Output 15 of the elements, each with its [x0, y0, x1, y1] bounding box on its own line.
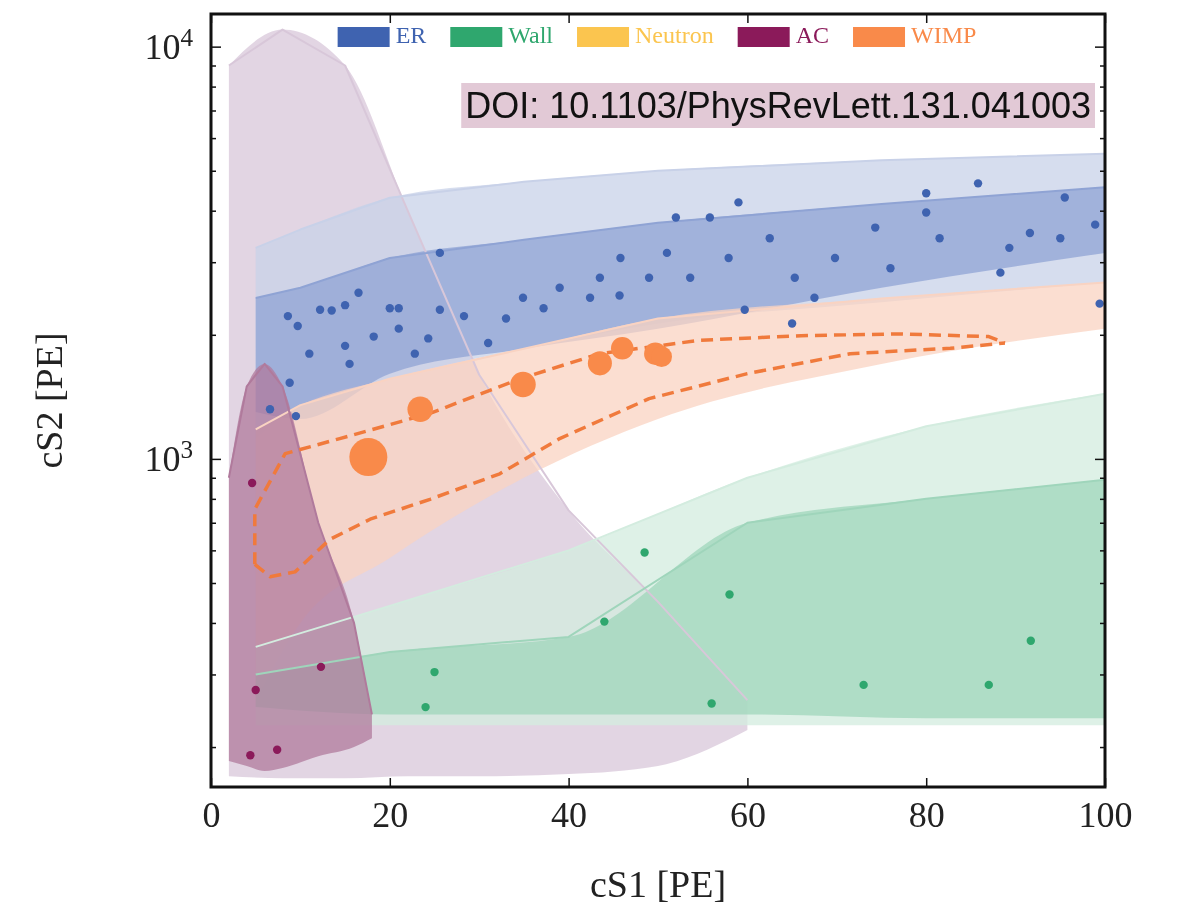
x-tick-label: 40 — [551, 794, 588, 835]
legend-label: Wall — [508, 22, 554, 48]
x-tick-label: 60 — [729, 794, 766, 835]
x-axis-title: cS1 [PE] — [589, 863, 727, 905]
x-tick-label: 20 — [372, 794, 409, 835]
legend-label: AC — [795, 22, 830, 48]
x-tick-label: 80 — [908, 794, 945, 835]
legend-label: Neutron — [635, 22, 714, 48]
y-tick-label: 10$^{3}$ — [144, 435, 193, 479]
y-tick-label: 10$^{4}$ — [144, 23, 194, 67]
x-tick-label: 100 — [1078, 794, 1133, 835]
text: ER — [395, 22, 427, 48]
y-axis-title: cS2 [PE] — [28, 332, 70, 469]
legend-label: WIMP — [911, 22, 977, 48]
x-tick-label: 0 — [202, 794, 221, 835]
